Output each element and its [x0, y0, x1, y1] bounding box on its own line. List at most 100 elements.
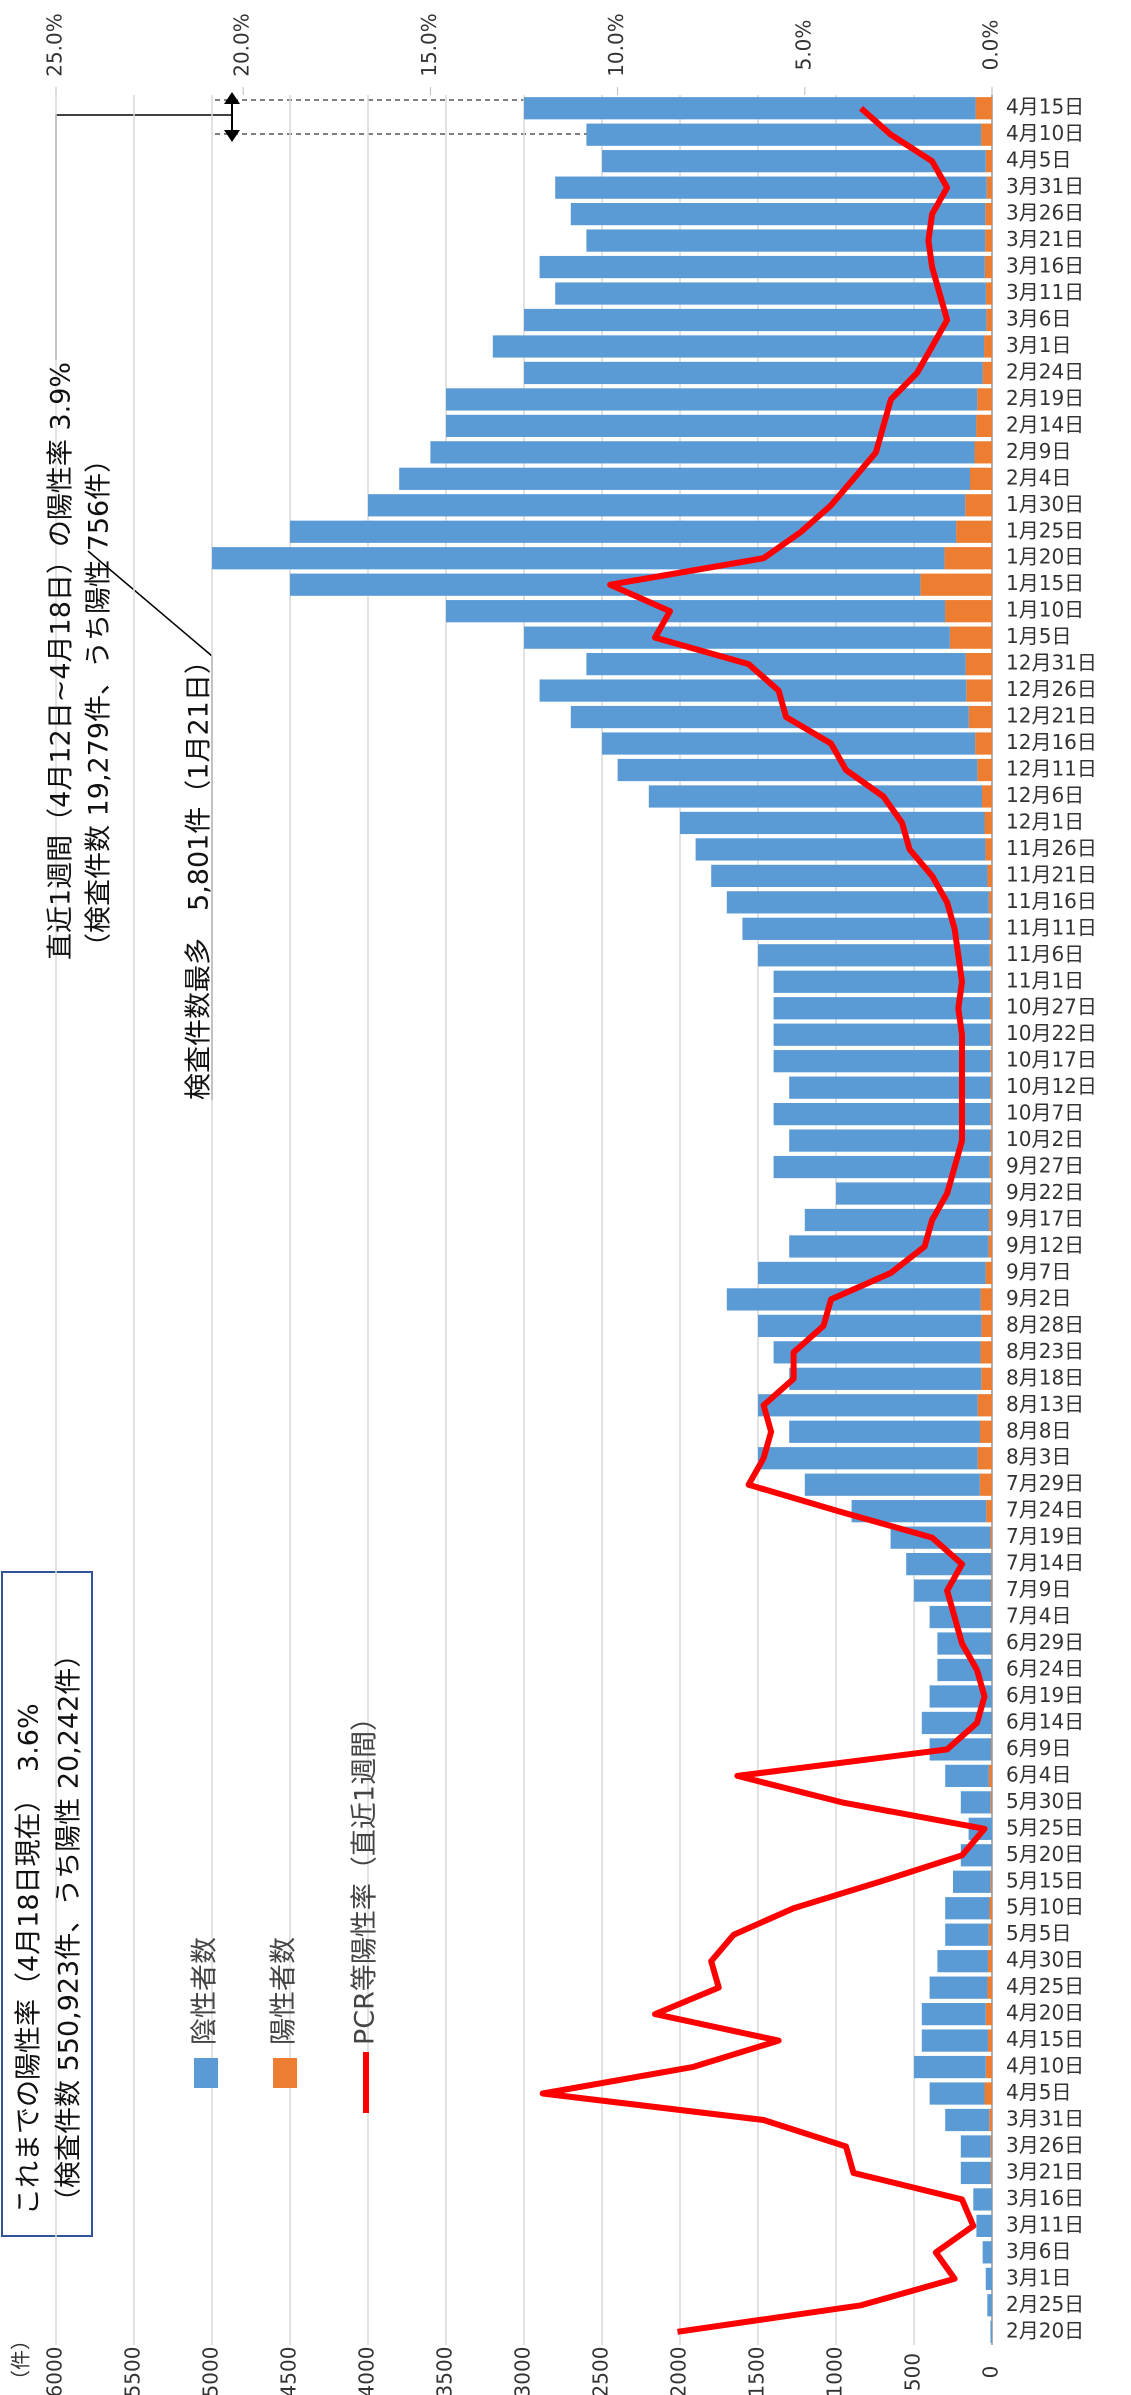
bar	[949, 626, 992, 649]
bar	[602, 150, 986, 173]
bar	[789, 1129, 991, 1152]
legend-label: 陰性者数	[190, 1937, 221, 2045]
bar	[980, 1288, 992, 1311]
y-tick-label: 0	[979, 2366, 1003, 2379]
x-tick-label: 2月14日	[1006, 412, 1084, 436]
bar	[945, 2108, 990, 2132]
y-axis-label: （件）	[9, 2330, 33, 2390]
legend-label: 陽性者数	[269, 1937, 300, 2045]
bar	[937, 1950, 988, 1973]
annotation: これまでの陽性率（4月18日現在） 3.6%	[14, 1703, 45, 2215]
annotation: （検査件数 19,279件、うち陽性 756件）	[84, 446, 115, 960]
bar	[929, 1605, 992, 1629]
x-tick-label: 8月28日	[1006, 1312, 1084, 1336]
bar	[960, 2135, 991, 2158]
bar	[921, 2003, 986, 2026]
bar	[980, 1341, 992, 1364]
x-tick-label: 7月14日	[1006, 1551, 1084, 1575]
x-tick-label: 6月14日	[1006, 1709, 1084, 1733]
x-tick-label: 9月22日	[1006, 1180, 1084, 1204]
x-tick-label: 4月30日	[1006, 1948, 1084, 1972]
bar	[990, 2135, 992, 2158]
x-tick-label: 10月12日	[1006, 1074, 1097, 1098]
x-tick-label: 3月6日	[1006, 2239, 1071, 2263]
x-tick-label: 3月16日	[1006, 254, 1084, 278]
bar	[988, 1923, 992, 1946]
x-tick-label: 3月26日	[1006, 2133, 1084, 2157]
x-tick-label: 11月11日	[1006, 915, 1097, 939]
bar	[960, 2161, 991, 2185]
bar	[973, 2188, 992, 2211]
x-tick-label: 3月31日	[1006, 2107, 1084, 2131]
x-tick-label: 5月5日	[1006, 1921, 1071, 1945]
bar	[570, 705, 969, 729]
bar	[991, 1579, 992, 1602]
x-tick-label: 1月20日	[1006, 545, 1084, 569]
y2-tick-label: 20.0%	[230, 13, 254, 77]
bar	[742, 917, 990, 940]
bar	[986, 1500, 992, 1523]
bar	[914, 1579, 992, 1602]
x-tick-label: 10月22日	[1006, 1021, 1097, 1045]
x-tick-label: 11月6日	[1006, 942, 1084, 966]
x-tick-label: 6月4日	[1006, 1762, 1071, 1786]
annotation: （検査件数 550,923件、うち陽性 20,242件）	[54, 1641, 85, 2215]
y2-tick-label: 25.0%	[43, 13, 67, 77]
bar	[987, 864, 992, 887]
bar	[929, 1976, 988, 1999]
x-tick-label: 5月20日	[1006, 1842, 1084, 1866]
bar	[966, 679, 992, 702]
bar	[990, 1129, 992, 1152]
bar	[975, 732, 992, 755]
y-tick-label: 2000	[667, 2347, 691, 2395]
x-tick-label: 3月21日	[1006, 227, 1084, 251]
x-tick-label: 9月12日	[1006, 1233, 1084, 1257]
bar	[985, 2003, 992, 2026]
bar	[758, 1314, 982, 1337]
x-tick-label: 3月26日	[1006, 201, 1084, 225]
bar	[929, 1685, 992, 1708]
x-tick-label: 2月24日	[1006, 359, 1084, 383]
x-tick-label: 11月1日	[1006, 968, 1084, 992]
bar	[524, 361, 983, 385]
x-tick-label: 12月6日	[1006, 783, 1084, 807]
bar	[570, 203, 986, 226]
bar	[991, 1605, 992, 1629]
x-tick-label: 3月6日	[1006, 307, 1071, 331]
x-tick-label: 12月21日	[1006, 704, 1097, 728]
bar	[648, 785, 983, 808]
x-tick-label: 5月15日	[1006, 1868, 1084, 1892]
annotation: 直近1週間（4月12日~4月18日）の陽性率 3.9%	[46, 362, 77, 960]
y-tick-label: 4000	[355, 2347, 379, 2395]
bar	[987, 2294, 992, 2317]
bar	[985, 150, 992, 173]
bar	[984, 255, 992, 279]
x-tick-label: 2月25日	[1006, 2292, 1084, 2316]
bar	[789, 1235, 989, 1258]
x-tick-label: 4月5日	[1006, 148, 1071, 172]
bar	[989, 1897, 992, 1920]
x-tick-label: 7月19日	[1006, 1524, 1084, 1548]
x-tick-label: 4月5日	[1006, 2080, 1071, 2104]
bar	[985, 1261, 992, 1285]
bar	[990, 1050, 992, 1073]
bar	[773, 997, 990, 1020]
bar	[804, 1473, 980, 1496]
x-tick-label: 12月11日	[1006, 757, 1097, 781]
bar	[789, 1420, 980, 1443]
y-tick-label: 5500	[121, 2347, 145, 2395]
bar	[290, 520, 957, 543]
bar	[290, 573, 921, 596]
x-tick-label: 7月9日	[1006, 1577, 1071, 1601]
bar	[989, 944, 992, 967]
x-tick-label: 9月17日	[1006, 1207, 1084, 1231]
bar	[945, 1923, 989, 1946]
bar	[981, 1314, 992, 1337]
bar	[773, 1341, 981, 1364]
x-tick-label: 11月16日	[1006, 889, 1097, 913]
bar	[984, 811, 992, 835]
x-tick-label: 4月15日	[1006, 95, 1084, 119]
bar	[555, 282, 986, 305]
x-tick-label: 4月10日	[1006, 121, 1084, 145]
bar	[758, 1447, 978, 1470]
